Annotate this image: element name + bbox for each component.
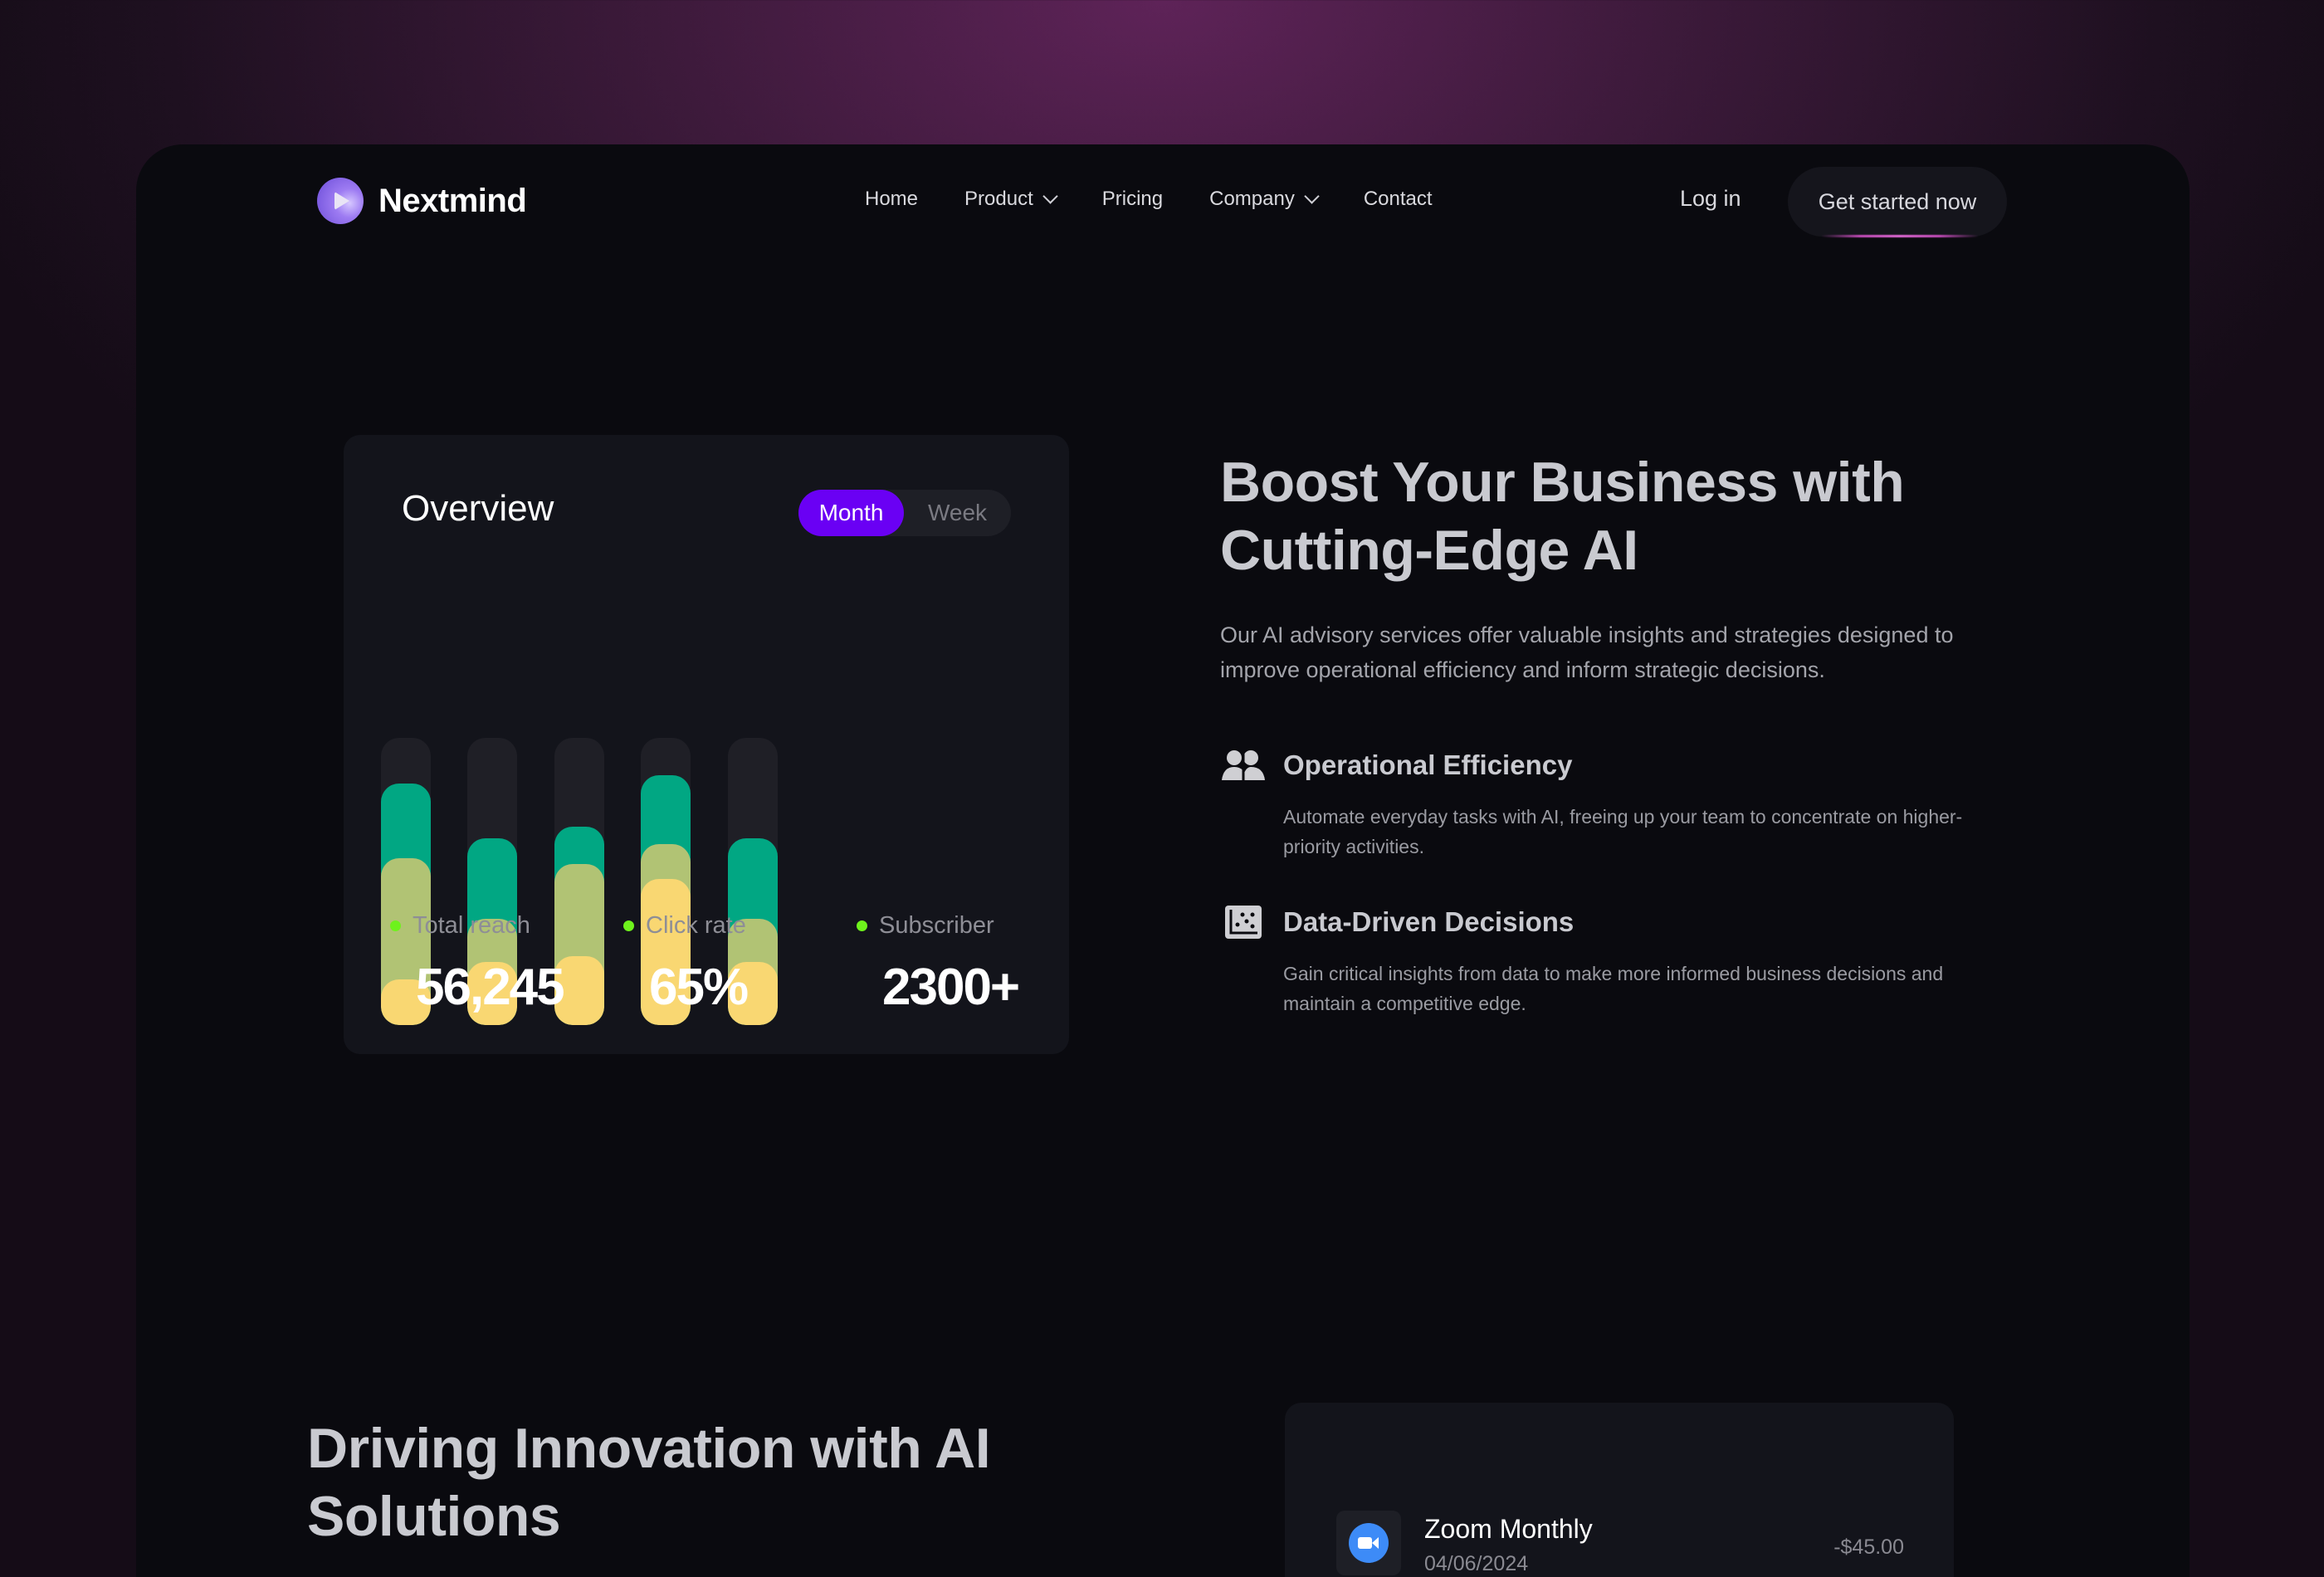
- transaction-amount: -$45.00: [1833, 1536, 1904, 1559]
- transactions-card: Zoom Monthly 04/06/2024 -$45.00: [1285, 1403, 1954, 1577]
- period-toggle: Month Week: [798, 490, 1011, 536]
- nav-home[interactable]: Home: [865, 188, 918, 211]
- overview-title: Overview: [402, 488, 554, 529]
- nav-company-label: Company: [1209, 188, 1295, 210]
- transaction-date: 04/06/2024: [1424, 1552, 1529, 1575]
- stat-label: Subscriber: [879, 912, 994, 939]
- zoom-video-icon: [1349, 1523, 1389, 1563]
- bar-column: [467, 738, 517, 1025]
- nav-pricing-label: Pricing: [1101, 188, 1164, 210]
- stat-label: Click rate: [646, 912, 746, 939]
- nav-company[interactable]: Company: [1209, 188, 1320, 211]
- nav-product-label: Product: [964, 188, 1033, 210]
- nav-contact-label: Contact: [1363, 188, 1433, 210]
- toggle-week[interactable]: Week: [927, 500, 988, 525]
- feature-title: Operational Efficiency: [1283, 749, 1573, 780]
- stat-value: 56,245: [416, 959, 565, 1016]
- nav-contact[interactable]: Contact: [1364, 188, 1433, 211]
- bar-column: [641, 738, 691, 1025]
- hero-description: Our AI advisory services offer valuable …: [1220, 622, 1954, 682]
- brand-name: Nextmind: [378, 182, 527, 219]
- main-nav: Home Product Pricing Company Contact: [865, 188, 1433, 211]
- transaction-name: Zoom Monthly: [1424, 1514, 1593, 1544]
- brand-logo[interactable]: Nextmind: [317, 178, 527, 224]
- stat-subscriber: Subscriber 2300+: [857, 912, 1020, 1017]
- hero-title: Boost Your Business with Cutting-Edge AI: [1220, 451, 1905, 582]
- stacked-bar-chart: [344, 435, 1069, 1054]
- nav-pricing[interactable]: Pricing: [1102, 188, 1163, 211]
- chevron-down-icon: [1042, 188, 1058, 204]
- play-circle-icon: [317, 178, 364, 224]
- nav-product[interactable]: Product: [964, 188, 1058, 211]
- feature-description: Automate everyday tasks with AI, freeing…: [1283, 806, 1963, 857]
- bar-column: [554, 738, 604, 1025]
- overview-card: Overview Month Week Total reach 56,245 C…: [344, 435, 1069, 1054]
- feature-operational-efficiency: Operational Efficiency Automate everyday…: [1220, 747, 2050, 862]
- page-frame: Nextmind Home Product Pricing Company Co…: [136, 144, 2190, 1577]
- users-icon: [1220, 747, 1267, 784]
- bar-segment-yellow: [381, 979, 431, 1025]
- nav-home-label: Home: [865, 188, 919, 210]
- toggle-month[interactable]: Month: [798, 490, 904, 536]
- legend-dot: [390, 920, 401, 931]
- bar-column: [381, 738, 431, 1025]
- transaction-icon-box: [1336, 1511, 1401, 1575]
- stat-total-reach: Total reach 56,245: [390, 912, 565, 1017]
- bar-segment-yellow: [554, 955, 604, 1025]
- stat-value: 2300+: [882, 959, 1020, 1016]
- chevron-down-icon: [1304, 188, 1320, 204]
- scatter-chart-icon: [1220, 904, 1267, 940]
- legend-dot: [623, 920, 634, 931]
- section-title: Driving Innovation with AI Solutions: [307, 1417, 991, 1548]
- cta-glow-underline: [1821, 235, 1979, 237]
- login-link[interactable]: Log in: [1680, 186, 1741, 211]
- feature-title: Data-Driven Decisions: [1283, 906, 1575, 937]
- stat-value: 65%: [649, 959, 749, 1016]
- stat-label: Total reach: [413, 912, 530, 939]
- bar-segment-yellow: [728, 961, 778, 1025]
- transaction-row[interactable]: Zoom Monthly 04/06/2024 -$45.00: [1336, 1511, 1904, 1577]
- feature-description: Gain critical insights from data to make…: [1283, 963, 1944, 1014]
- bar-segment-yellow: [641, 878, 691, 1025]
- bar-column: [728, 738, 778, 1025]
- bar-segment-yellow: [467, 961, 517, 1025]
- feature-data-driven: Data-Driven Decisions Gain critical insi…: [1220, 904, 2050, 1018]
- legend-dot: [857, 920, 867, 931]
- get-started-button[interactable]: Get started now: [1788, 167, 2007, 237]
- stat-click-rate: Click rate 65%: [623, 912, 749, 1017]
